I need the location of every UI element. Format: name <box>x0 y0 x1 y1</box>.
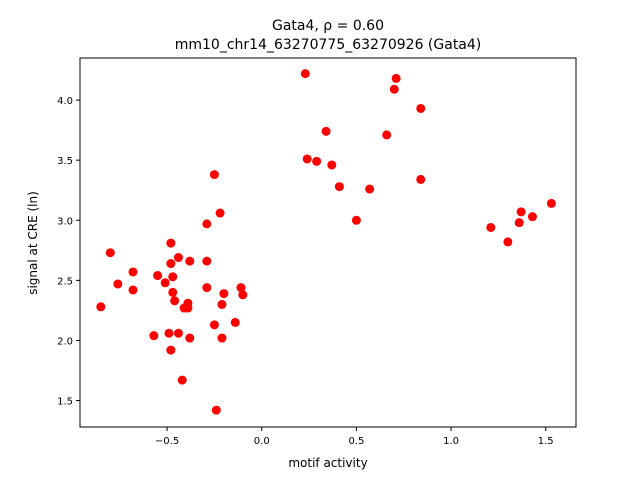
data-point <box>209 320 219 330</box>
data-point <box>217 333 227 343</box>
data-point <box>503 237 513 247</box>
chart-title-line1: Gata4, ρ = 0.60 <box>272 18 384 34</box>
data-point <box>202 219 212 229</box>
data-point <box>113 279 123 289</box>
y-tick-label: 4.0 <box>57 96 73 107</box>
data-point <box>173 253 183 263</box>
x-tick-label: 1.5 <box>538 436 554 447</box>
data-point <box>230 317 240 327</box>
y-tick-label: 1.5 <box>57 397 73 408</box>
data-point <box>219 289 229 299</box>
data-point <box>302 154 312 164</box>
data-point <box>215 208 225 218</box>
y-tick-label: 3.0 <box>57 216 73 227</box>
data-point <box>164 328 174 338</box>
data-point <box>514 218 524 228</box>
data-point <box>334 182 344 192</box>
data-point <box>96 302 106 312</box>
data-point <box>321 126 331 136</box>
data-point <box>416 103 426 113</box>
data-point <box>166 345 176 355</box>
data-point <box>173 328 183 338</box>
data-point <box>327 160 337 170</box>
data-point <box>516 207 526 217</box>
chart-title-line2: mm10_chr14_63270775_63270926 (Gata4) <box>175 37 482 53</box>
data-point <box>166 238 176 248</box>
data-point <box>183 298 193 308</box>
data-point <box>128 267 138 277</box>
data-point <box>177 375 187 385</box>
data-point <box>217 299 227 309</box>
x-axis: −0.5 0.0 0.5 1.0 1.5 <box>155 427 554 447</box>
x-tick-label: 0.5 <box>348 436 364 447</box>
x-tick-label: 1.0 <box>443 436 459 447</box>
data-point <box>382 130 392 140</box>
y-tick-label: 3.5 <box>57 156 73 167</box>
data-point <box>391 73 401 83</box>
x-tick-label: −0.5 <box>155 436 179 447</box>
data-point <box>202 256 212 266</box>
x-tick-label: 0.0 <box>254 436 270 447</box>
data-point <box>527 212 537 222</box>
data-point <box>128 285 138 295</box>
data-point <box>153 271 163 281</box>
data-point <box>312 156 322 166</box>
data-point <box>105 248 115 258</box>
data-point <box>211 405 221 415</box>
data-point <box>185 256 195 266</box>
data-point <box>160 278 170 288</box>
data-point <box>300 69 310 79</box>
data-point <box>416 174 426 184</box>
data-point <box>202 283 212 293</box>
data-point <box>389 84 399 94</box>
y-axis-label: signal at CRE (ln) <box>26 191 40 295</box>
data-point <box>546 198 556 208</box>
data-point <box>351 215 361 225</box>
data-point <box>365 184 375 194</box>
plot-frame <box>79 57 577 428</box>
y-tick-label: 2.0 <box>57 336 73 347</box>
y-axis: 1.5 2.0 2.5 3.0 3.5 4.0 <box>57 96 80 408</box>
data-point <box>149 331 159 341</box>
data-point <box>209 170 219 180</box>
data-point <box>168 272 178 282</box>
data-point <box>166 259 176 269</box>
data-point <box>486 222 496 232</box>
y-tick-label: 2.5 <box>57 276 73 287</box>
data-point <box>238 290 248 300</box>
points-layer <box>96 69 556 415</box>
x-axis-label: motif activity <box>288 456 367 470</box>
data-point <box>168 287 178 297</box>
data-point <box>236 283 246 293</box>
data-point <box>185 333 195 343</box>
data-point <box>170 296 180 306</box>
